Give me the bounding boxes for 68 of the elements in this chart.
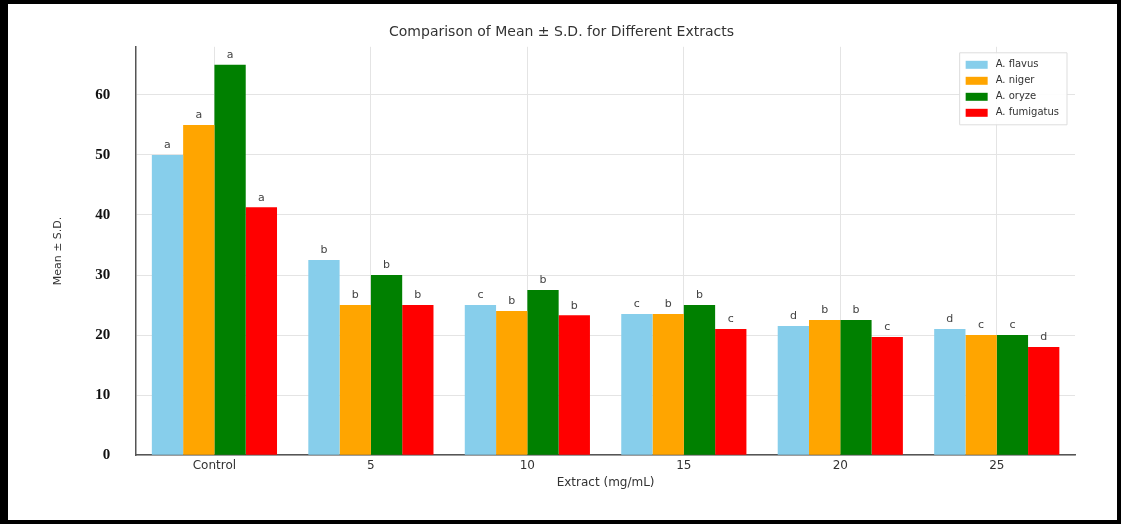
data-label: b — [414, 288, 422, 302]
bar — [840, 320, 872, 455]
chart-title: Comparison of Mean ± S.D. for Different Extracts — [389, 23, 734, 40]
data-label: a — [164, 138, 171, 152]
bar — [464, 305, 497, 455]
bar — [214, 64, 246, 455]
x-tick-label: 10 — [519, 457, 536, 472]
y-tick-label: 40 — [95, 205, 111, 222]
data-label: a — [226, 48, 234, 62]
data-label: d — [1040, 330, 1048, 344]
data-label: b — [570, 298, 578, 312]
bar — [715, 329, 747, 455]
data-label: b — [821, 303, 829, 317]
data-label: b — [383, 258, 391, 272]
x-tick-label: 20 — [832, 457, 848, 472]
data-label: c — [978, 318, 985, 332]
x-tick-label: 15 — [676, 457, 692, 472]
legend-label: A. fumigatus — [995, 106, 1060, 118]
bar — [151, 154, 184, 455]
bar — [871, 336, 903, 455]
legend-label: A. flavus — [995, 58, 1039, 70]
bar — [308, 260, 340, 455]
bar — [965, 335, 997, 455]
bar — [621, 314, 653, 455]
data-label: c — [727, 312, 734, 326]
y-tick-label: 60 — [95, 85, 111, 102]
legend-label: A. oryze — [995, 90, 1037, 102]
bar — [652, 314, 684, 455]
bar — [683, 305, 716, 455]
bar — [558, 315, 590, 455]
y-tick-label: 0 — [102, 446, 111, 463]
bar — [370, 275, 403, 455]
data-label: b — [320, 243, 328, 257]
data-label: d — [946, 312, 954, 326]
bar — [496, 311, 528, 455]
x-axis-title: Extract (mg/mL) — [556, 474, 655, 489]
bar — [996, 335, 1029, 455]
bar — [527, 290, 559, 455]
data-label: b — [351, 288, 359, 302]
y-tick-label: 20 — [95, 325, 111, 342]
bar — [934, 329, 966, 455]
y-axis-title: Mean ± S.D. — [51, 216, 65, 286]
data-label: d — [789, 309, 797, 323]
data-label: b — [852, 303, 860, 317]
x-tick-label: Control — [192, 457, 237, 472]
data-label: c — [884, 320, 891, 334]
x-tick-label: 5 — [367, 457, 375, 472]
data-label: b — [508, 294, 516, 308]
x-tick-label: 25 — [989, 457, 1005, 472]
data-label: a — [258, 190, 265, 204]
bar — [339, 305, 371, 455]
data-label: b — [664, 297, 672, 311]
bar — [402, 305, 434, 455]
data-label: b — [695, 288, 703, 302]
legend-label: A. niger — [995, 74, 1036, 86]
bar — [245, 207, 278, 455]
y-tick-label: 10 — [95, 386, 111, 403]
y-tick-label: 50 — [95, 145, 111, 162]
data-label: a — [195, 108, 203, 122]
bar — [777, 326, 810, 455]
data-label: c — [633, 297, 640, 311]
bar — [183, 124, 215, 455]
bar — [809, 320, 841, 455]
data-label: c — [477, 288, 484, 302]
data-label: b — [539, 273, 547, 287]
y-tick-label: 30 — [95, 265, 111, 282]
data-label: c — [1009, 318, 1016, 332]
bar — [1028, 347, 1060, 455]
